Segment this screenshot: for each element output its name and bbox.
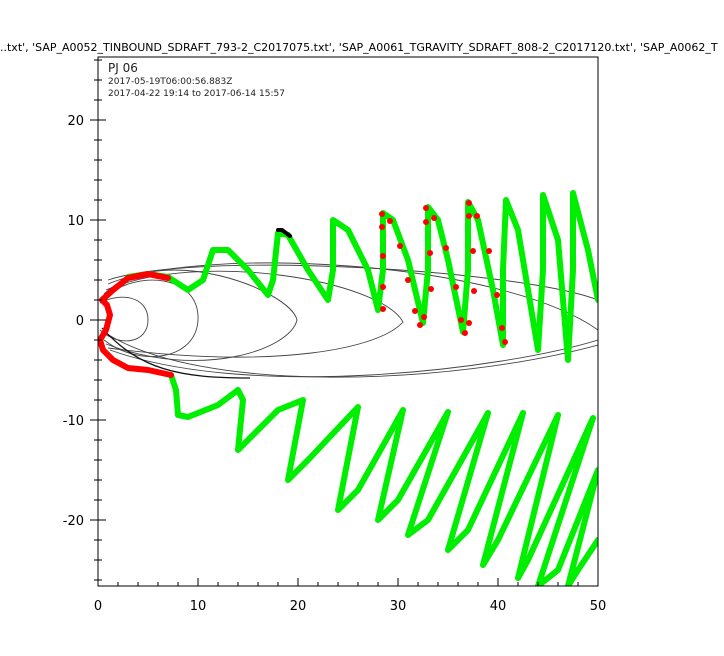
contour-5 xyxy=(107,262,598,331)
highlight-point xyxy=(466,213,472,219)
annotation-range: 2017-04-22 19:14 to 2017-06-14 15:57 xyxy=(108,89,285,99)
highlight-point xyxy=(499,325,505,331)
highlight-point xyxy=(453,284,459,290)
highlight-point xyxy=(427,250,433,256)
y-tick-label: 20 xyxy=(67,114,84,129)
y-tick-label: -10 xyxy=(63,414,84,429)
contour-6 xyxy=(107,264,598,301)
contour-8 xyxy=(103,331,598,378)
contour-2 xyxy=(101,279,199,357)
highlight-point xyxy=(421,314,427,320)
highlight-point xyxy=(423,219,429,225)
contour-7 xyxy=(109,339,598,378)
contour-lines xyxy=(99,262,598,379)
highlight-point xyxy=(412,308,418,314)
highlight-point xyxy=(379,211,385,217)
highlight-point xyxy=(380,253,386,259)
highlight-point xyxy=(387,218,393,224)
series-line-1 xyxy=(168,372,598,586)
highlight-point xyxy=(466,320,472,326)
plot-frame xyxy=(97,56,599,587)
highlight-point xyxy=(471,288,477,294)
highlight-points xyxy=(379,200,508,345)
series-line-2 xyxy=(98,271,174,378)
highlight-point xyxy=(397,243,403,249)
x-tick-label: 50 xyxy=(590,599,607,614)
series-group xyxy=(98,190,598,586)
x-tick-label: 0 xyxy=(94,599,102,614)
highlight-point xyxy=(474,213,480,219)
highlight-point xyxy=(423,205,429,211)
highlight-point xyxy=(431,215,437,221)
highlight-point xyxy=(379,224,385,230)
contour-9 xyxy=(101,327,251,379)
highlight-point xyxy=(502,339,508,345)
annotation-timestamp: 2017-05-19T06:00:56.883Z xyxy=(108,77,232,87)
contour-inner xyxy=(99,296,149,342)
highlight-point xyxy=(486,248,492,254)
highlight-point xyxy=(380,284,386,290)
highlight-point xyxy=(494,292,500,298)
highlight-point xyxy=(443,245,449,251)
y-tick-label: 0 xyxy=(76,314,84,329)
contour-4 xyxy=(105,270,404,358)
series-line-3 xyxy=(276,228,292,238)
x-tick-label: 30 xyxy=(390,599,407,614)
highlight-point xyxy=(462,330,468,336)
highlight-point xyxy=(458,317,464,323)
contour-3 xyxy=(103,269,298,361)
y-tick-label: 10 xyxy=(67,214,84,229)
x-tick-label: 10 xyxy=(190,599,207,614)
chart-title: ..txt', 'SAP_A0052_TINBOUND_SDRAFT_793-2… xyxy=(0,41,718,54)
highlight-point xyxy=(417,322,423,328)
highlight-point xyxy=(470,248,476,254)
highlight-point xyxy=(405,277,411,283)
annotation-pj: PJ 06 xyxy=(108,61,138,75)
x-tick-label: 40 xyxy=(490,599,507,614)
x-tick-label: 20 xyxy=(290,599,307,614)
highlight-point xyxy=(380,306,386,312)
series-line-0 xyxy=(125,190,598,363)
highlight-point xyxy=(466,200,472,206)
highlight-point xyxy=(428,286,434,292)
y-tick-label: -20 xyxy=(63,514,84,529)
axis-ticks: 0 10 20 30 40 50 -20 -10 0 10 20 xyxy=(63,59,607,614)
